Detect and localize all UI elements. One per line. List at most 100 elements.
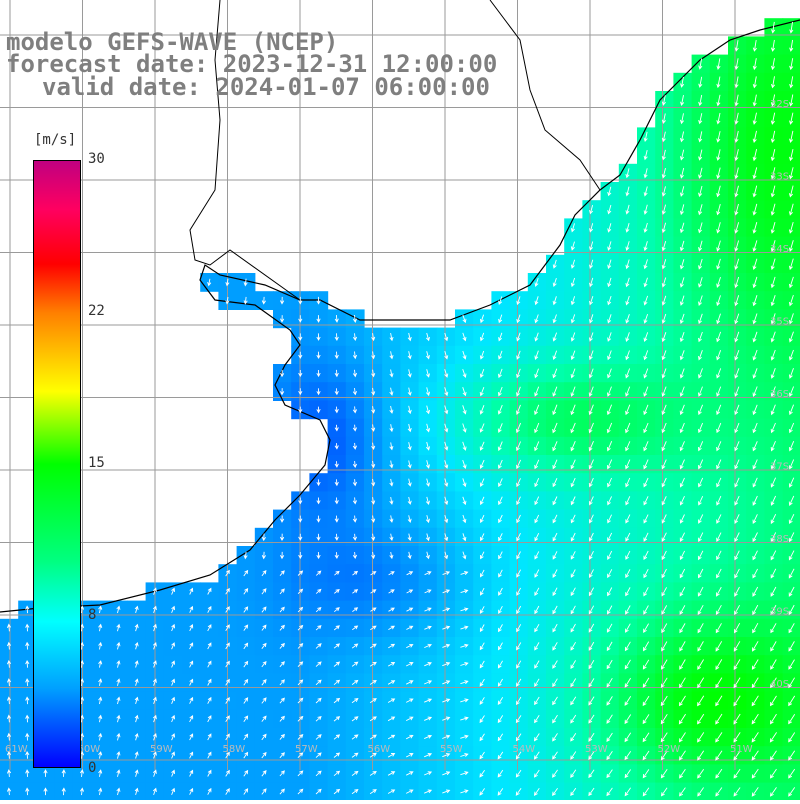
wind-arrow xyxy=(624,750,632,761)
wind-arrow xyxy=(770,550,777,561)
wind-arrow xyxy=(298,497,303,505)
wind-arrow xyxy=(552,532,558,542)
wind-arrow xyxy=(207,769,212,777)
wind-arrow xyxy=(371,424,376,432)
wind-arrow xyxy=(607,368,612,379)
wind-arrow xyxy=(497,715,504,724)
wind-arrow xyxy=(552,514,558,524)
wind-arrow xyxy=(716,112,721,125)
wind-arrow xyxy=(607,477,613,488)
wind-arrow xyxy=(406,571,414,576)
wind-arrow xyxy=(552,368,558,379)
wind-arrow xyxy=(498,514,503,524)
wind-arrow xyxy=(570,787,577,797)
wind-arrow xyxy=(207,660,212,668)
wind-arrow xyxy=(788,422,795,434)
wind-arrow xyxy=(498,478,503,488)
wind-arrow xyxy=(189,660,194,668)
wind-arrow xyxy=(734,459,740,470)
wind-arrow xyxy=(444,387,449,397)
wind-arrow xyxy=(625,550,631,560)
wind-arrow xyxy=(770,695,777,707)
wind-arrow xyxy=(770,76,776,89)
wind-arrow xyxy=(479,478,485,487)
wind-arrow xyxy=(715,768,723,779)
wind-arrow xyxy=(716,295,721,307)
wind-arrow xyxy=(279,752,285,759)
wind-arrow xyxy=(516,569,521,578)
wind-arrow xyxy=(352,351,358,360)
wind-arrow xyxy=(516,350,521,360)
wind-arrow xyxy=(770,659,777,670)
wind-arrow xyxy=(387,680,396,685)
wind-arrow xyxy=(607,277,612,288)
wind-arrow xyxy=(298,370,303,378)
wind-arrow xyxy=(25,732,30,741)
wind-arrow xyxy=(189,733,194,741)
wind-arrow xyxy=(388,607,395,612)
wind-arrow xyxy=(734,167,739,180)
wind-arrow xyxy=(751,659,759,670)
wind-arrow xyxy=(134,623,139,632)
wind-arrow xyxy=(697,386,703,397)
wind-arrow xyxy=(333,661,341,667)
wind-arrow xyxy=(352,442,358,450)
wind-arrow xyxy=(444,350,449,360)
wind-arrow xyxy=(788,586,795,597)
wind-arrow xyxy=(660,713,668,725)
wind-arrow xyxy=(424,680,433,685)
wind-arrow xyxy=(98,751,103,759)
wind-arrow xyxy=(643,186,648,197)
lat-label: 37S xyxy=(770,462,789,473)
wind-arrow xyxy=(462,405,467,415)
wind-arrow xyxy=(716,149,721,161)
wind-arrow xyxy=(606,641,613,652)
lat-label: 36S xyxy=(770,389,789,400)
wind-arrow xyxy=(315,770,322,777)
wind-arrow xyxy=(297,788,304,795)
wind-arrow xyxy=(388,625,396,630)
wind-arrow xyxy=(460,752,469,757)
wind-arrow xyxy=(588,714,595,724)
wind-arrow xyxy=(261,733,267,741)
wind-arrow xyxy=(607,605,613,615)
wind-arrow xyxy=(207,715,212,723)
wind-arrow xyxy=(460,680,469,685)
wind-arrow xyxy=(679,240,685,252)
wind-arrow xyxy=(588,787,595,797)
wind-arrow xyxy=(788,185,794,198)
wind-arrow xyxy=(660,750,668,761)
wind-arrow xyxy=(625,477,631,488)
wind-arrow xyxy=(715,623,722,634)
wind-arrow xyxy=(407,460,412,469)
wind-arrow xyxy=(752,459,758,470)
wind-arrow xyxy=(261,770,267,777)
border-outline xyxy=(489,0,601,191)
wind-arrow xyxy=(497,368,503,379)
wind-arrow xyxy=(698,277,703,288)
wind-arrow xyxy=(189,587,194,595)
wind-arrow xyxy=(352,515,358,523)
wind-arrow xyxy=(371,497,376,505)
wind-arrow xyxy=(6,659,12,668)
wind-arrow xyxy=(770,258,776,271)
wind-arrow xyxy=(371,351,376,360)
wind-arrow xyxy=(351,770,359,776)
wind-arrow xyxy=(769,768,777,779)
wind-arrow xyxy=(588,678,595,688)
wind-arrow xyxy=(679,167,685,179)
wind-arrow xyxy=(316,515,321,523)
wind-arrow xyxy=(679,204,685,216)
wind-arrow xyxy=(570,368,576,379)
wind-arrow xyxy=(369,752,377,758)
wind-arrow xyxy=(261,751,267,759)
wind-arrow xyxy=(770,203,776,216)
wind-arrow xyxy=(315,715,322,722)
wind-arrow xyxy=(261,660,267,668)
wind-arrow xyxy=(442,643,451,648)
wind-arrow xyxy=(334,589,340,594)
wind-arrow xyxy=(369,698,377,704)
wind-arrow xyxy=(734,185,739,198)
wind-arrow xyxy=(606,751,613,761)
wind-arrow xyxy=(261,606,267,613)
